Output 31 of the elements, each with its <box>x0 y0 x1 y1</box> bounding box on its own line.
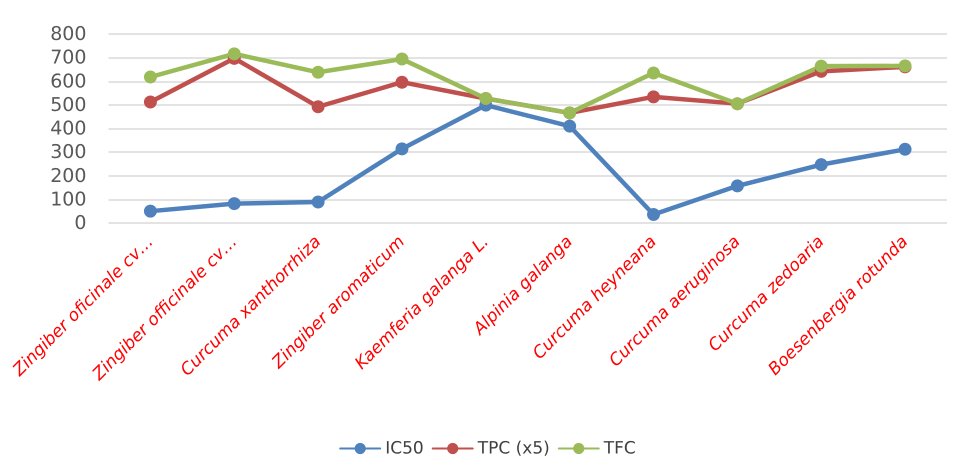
y-tick-label: 100 <box>50 188 86 210</box>
point <box>144 70 157 84</box>
y-tick-label: 400 <box>50 118 86 140</box>
point <box>395 76 408 89</box>
point <box>647 66 660 80</box>
point <box>563 120 576 133</box>
y-tick-label: 0 <box>74 212 86 234</box>
point <box>228 197 241 210</box>
y-tick-label: 500 <box>50 94 86 116</box>
legend-label: IC50 <box>385 438 424 458</box>
legend-label: TFC <box>602 438 636 458</box>
point <box>814 60 828 73</box>
point <box>647 90 660 104</box>
point <box>312 66 325 79</box>
point <box>312 100 325 114</box>
point <box>395 142 408 156</box>
point <box>144 204 157 218</box>
legend-label: TPC (x5) <box>476 438 550 458</box>
point <box>898 142 912 156</box>
y-tick-label: 600 <box>50 70 86 92</box>
point <box>647 208 660 221</box>
y-tick-label: 800 <box>50 23 86 45</box>
point <box>228 47 241 60</box>
y-tick-label: 300 <box>50 141 86 164</box>
point <box>730 179 744 192</box>
y-tick-label: 200 <box>50 164 86 187</box>
point <box>395 52 408 66</box>
point <box>814 158 828 172</box>
point <box>144 96 157 109</box>
y-tick-label: 700 <box>50 46 86 69</box>
point <box>312 195 325 208</box>
